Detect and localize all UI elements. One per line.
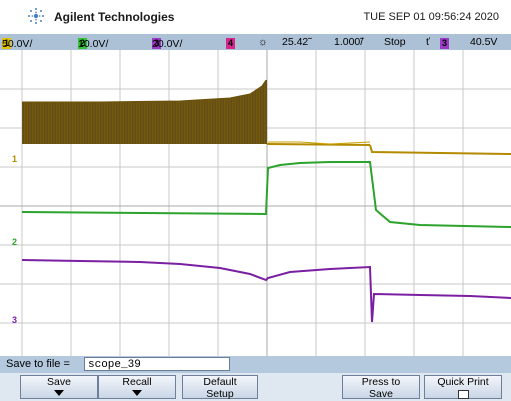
press-to-save-button[interactable]: Press to Save xyxy=(342,375,420,400)
checkbox-icon xyxy=(457,390,469,399)
filename-field[interactable]: scope_39 xyxy=(84,357,230,371)
recall-button[interactable]: Recall xyxy=(98,375,176,399)
status-bar: 1 50.0V/ 2 10.0V/ 3 20.0V/ 4 ☼ 25.42̃ 1.000… xyxy=(0,34,511,50)
agilent-spark-logo-icon xyxy=(28,8,44,24)
brand-name: Agilent Technologies xyxy=(54,10,175,24)
run-state: Stop xyxy=(384,36,406,48)
ch2-badge: 2 xyxy=(78,38,87,49)
time-scale[interactable]: 1.000̃/ xyxy=(334,36,364,48)
press-to-save-line1: Press to xyxy=(361,376,401,388)
default-setup-button[interactable]: Default Setup xyxy=(182,375,258,400)
chevron-down-icon xyxy=(54,390,64,396)
header: Agilent Technologies TUE SEP 01 09:56:24… xyxy=(0,0,511,34)
softkey-bar: Save Recall Default Setup Press to Save … xyxy=(0,373,511,401)
ch1-ground-marker[interactable]: 1 xyxy=(12,154,18,164)
waveform-display[interactable]: 1 2 3 xyxy=(0,50,511,356)
ch3-ground-marker[interactable]: 3 xyxy=(12,315,18,325)
save-button-label: Save xyxy=(47,376,71,388)
press-to-save-line2: Save xyxy=(369,388,393,400)
ch3-scale-value: 20.0V/ xyxy=(152,38,183,50)
ch1-trace xyxy=(266,143,511,155)
save-file-row: Save to file = scope_39 xyxy=(0,356,511,373)
ch1-badge: 1 xyxy=(2,38,11,49)
datetime: TUE SEP 01 09:56:24 2020 xyxy=(363,11,499,23)
ch3-trace xyxy=(21,259,511,323)
default-setup-line1: Default xyxy=(203,376,237,388)
ch1-trace-mid xyxy=(268,141,371,145)
chevron-down-icon xyxy=(132,390,142,396)
save-button[interactable]: Save xyxy=(20,375,98,399)
ch1-scale-value: 50.0V/ xyxy=(2,38,33,50)
save-to-file-label: Save to file = xyxy=(6,358,70,370)
quick-print-button[interactable]: Quick Print xyxy=(424,375,502,399)
trigger-ch-badge: 3 xyxy=(440,38,449,49)
ch4-badge: 4 xyxy=(226,38,235,49)
trigger-edge-icon: ť xyxy=(426,36,430,48)
ch1-trace-burst-edge xyxy=(22,79,267,103)
ch3-badge: 3 xyxy=(152,38,161,49)
ch2-trace xyxy=(21,161,511,228)
waveform-canvas xyxy=(0,50,511,356)
trigger-level[interactable]: 40.5V xyxy=(470,36,498,48)
ch2-ground-marker[interactable]: 2 xyxy=(12,237,18,247)
quick-print-label: Quick Print xyxy=(437,376,489,388)
time-position[interactable]: 25.42̃ xyxy=(282,36,309,48)
ch1-trace-burst xyxy=(22,80,267,144)
trigger-delay-icon: ☼ xyxy=(258,36,268,48)
recall-button-label: Recall xyxy=(122,376,152,388)
default-setup-line2: Setup xyxy=(206,388,234,400)
ch2-scale-value: 10.0V/ xyxy=(78,38,109,50)
